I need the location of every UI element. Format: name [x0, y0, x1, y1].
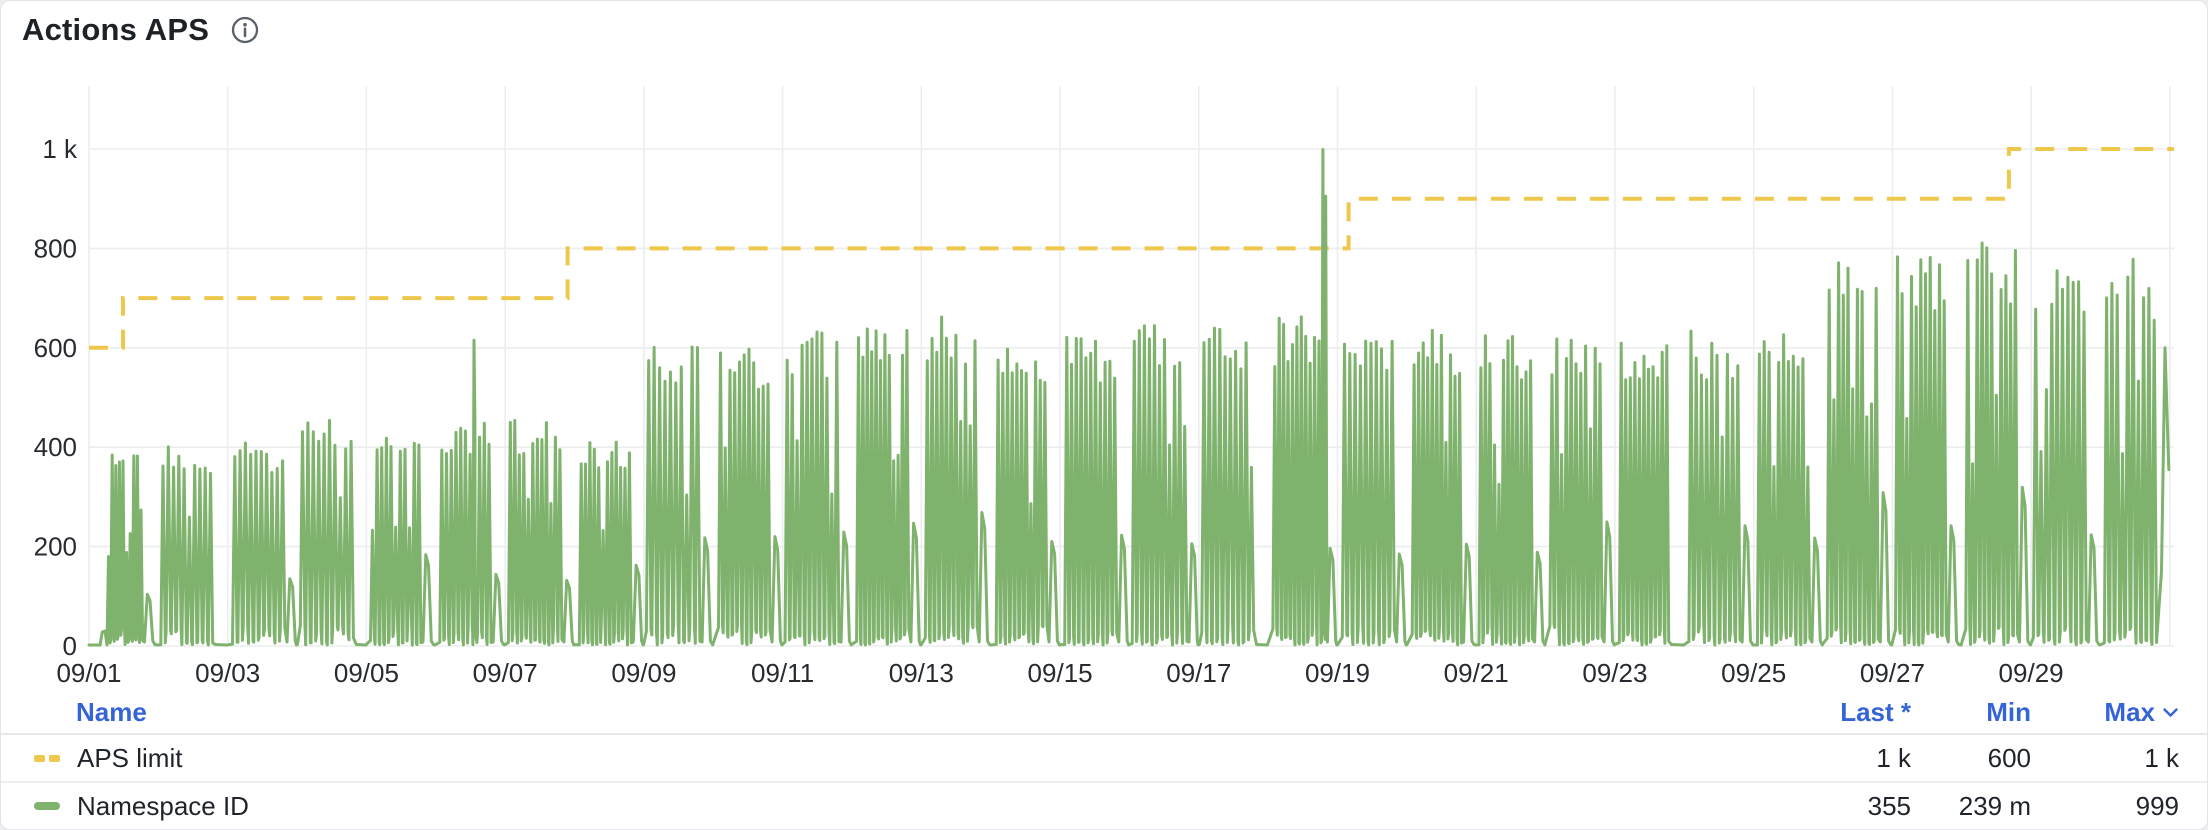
legend-header-row: Name Last * Min Max [1, 691, 2207, 735]
aps-limit-last-value: 1 k [1876, 742, 1911, 773]
x-axis-tick-label: 09/11 [751, 658, 814, 688]
x-axis-tick-label: 09/15 [1028, 658, 1093, 688]
page-title: Actions APS [22, 12, 210, 47]
namespace-id-line [87, 148, 2171, 647]
y-axis-tick-label: 600 [34, 333, 77, 363]
x-axis-tick-label: 09/29 [1999, 658, 2064, 688]
y-axis-tick-label: 1 k [42, 134, 78, 164]
info-icon[interactable] [231, 16, 259, 44]
panel-header: Actions APS [22, 12, 259, 48]
legend-row-aps-limit: APS limit 1 k 600 1 k [1, 735, 2207, 783]
aps-limit-series-marker [34, 754, 60, 762]
x-axis-tick-label: 09/07 [473, 658, 538, 688]
legend-col-max[interactable]: Max [2104, 696, 2155, 727]
x-axis-tick-label: 09/17 [1166, 658, 1231, 688]
legend-col-name[interactable]: Name [76, 696, 147, 727]
x-axis-tick-label: 09/27 [1860, 658, 1925, 688]
x-axis-tick-label: 09/13 [889, 658, 954, 688]
chevron-down-icon[interactable] [2162, 707, 2179, 718]
legend-col-last[interactable]: Last * [1840, 696, 1911, 727]
aps-limit-min-value: 600 [1987, 742, 2031, 773]
time-series-plot[interactable]: 0 200 400 600 800 1 k 09/01 09/03 09/05 09/07 09/0… [1, 81, 2208, 693]
x-axis-tick-label: 09/21 [1444, 658, 1509, 688]
namespace-id-last-value: 355 [1867, 790, 1911, 821]
legend-series-name-namespace-id[interactable]: Namespace ID [77, 790, 249, 821]
legend-table: Name Last * Min Max APS limit 1 k 600 [1, 691, 2207, 829]
legend-col-min[interactable]: Min [1986, 696, 2031, 727]
x-axis-tick-label: 09/23 [1582, 658, 1647, 688]
namespace-id-series-marker [34, 802, 60, 810]
aps-limit-max-value: 1 k [2144, 742, 2179, 773]
y-axis-tick-label: 200 [34, 532, 77, 562]
x-axis-tick-label: 09/25 [1721, 658, 1786, 688]
y-axis-tick-label: 0 [63, 631, 77, 661]
legend-series-name-aps-limit[interactable]: APS limit [77, 742, 183, 773]
namespace-id-max-value: 999 [2135, 790, 2179, 821]
x-axis-tick-label: 09/09 [611, 658, 676, 688]
x-axis-tick-label: 09/05 [334, 658, 399, 688]
namespace-id-min-value: 239 m [1958, 790, 2031, 821]
y-axis-tick-label: 400 [34, 432, 77, 462]
y-axis-tick-label: 800 [34, 233, 77, 263]
x-axis-tick-label: 09/01 [56, 658, 121, 688]
x-axis-tick-label: 09/03 [195, 658, 260, 688]
legend-row-namespace-id: Namespace ID 355 239 m 999 [1, 783, 2207, 829]
x-axis-tick-label: 09/19 [1305, 658, 1370, 688]
aps-limit-line [89, 147, 2174, 350]
